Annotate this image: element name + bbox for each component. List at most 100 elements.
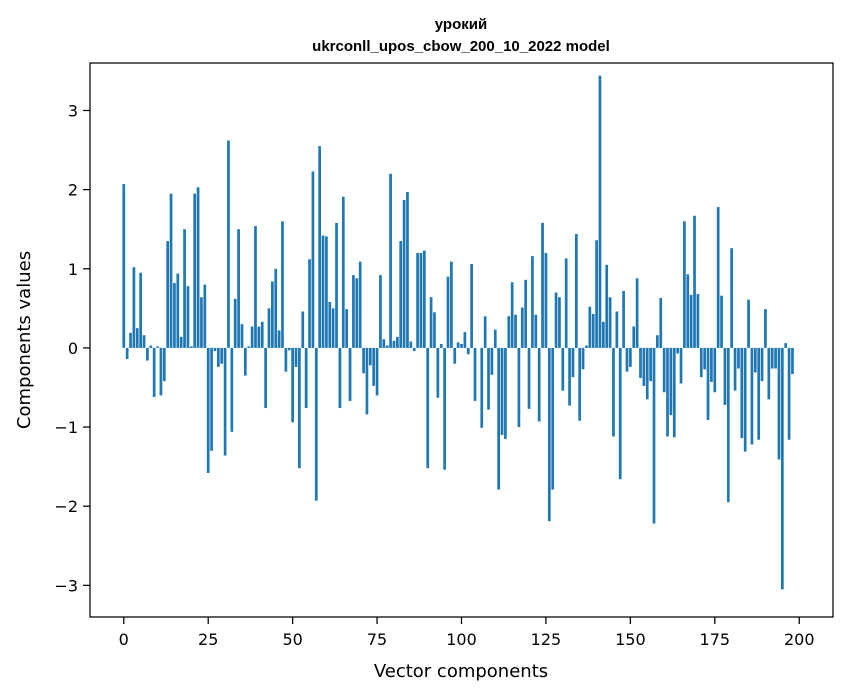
bar-component-70 xyxy=(358,261,362,348)
bar-component-117 xyxy=(517,347,521,428)
bar-component-103 xyxy=(470,264,473,348)
bar-component-4 xyxy=(135,328,139,348)
bar-component-62 xyxy=(331,308,335,348)
bar-component-93 xyxy=(436,347,440,398)
bar-component-122 xyxy=(534,314,538,348)
bar-component-141 xyxy=(598,75,602,348)
bar-component-161 xyxy=(666,347,669,437)
bar-component-101 xyxy=(463,332,467,348)
bar-component-169 xyxy=(693,215,696,348)
bar-component-140 xyxy=(595,240,598,348)
bar-component-77 xyxy=(382,339,386,348)
bar-component-197 xyxy=(787,347,791,440)
y-tick-label: 1 xyxy=(68,260,78,279)
bar-component-16 xyxy=(176,273,180,348)
bar-component-55 xyxy=(308,259,311,348)
bar-component-181 xyxy=(733,347,737,391)
bar-component-99 xyxy=(456,342,460,348)
bar-component-88 xyxy=(419,252,423,348)
bar-component-66 xyxy=(345,309,349,348)
bar-component-1 xyxy=(125,347,129,359)
bar-component-57 xyxy=(314,347,318,501)
bar-component-71 xyxy=(362,347,365,374)
bar-component-137 xyxy=(585,345,588,348)
bar-component-15 xyxy=(173,283,176,348)
bar-component-160 xyxy=(662,347,666,393)
bar-component-133 xyxy=(571,347,575,378)
bar-component-193 xyxy=(774,347,777,369)
bar-component-110 xyxy=(493,329,497,348)
bar-component-131 xyxy=(564,258,568,348)
bar-component-198 xyxy=(791,347,794,375)
bar-component-43 xyxy=(267,308,271,348)
bar-component-151 xyxy=(632,326,636,348)
bar-component-26 xyxy=(210,347,213,451)
chart-subtitle: ukrconll_upos_cbow_200_10_2022 model xyxy=(312,38,610,55)
y-tick-label: 0 xyxy=(68,339,78,358)
bar-component-187 xyxy=(753,347,757,373)
bar-component-21 xyxy=(193,193,197,348)
bar-component-33 xyxy=(233,298,237,348)
bar-component-76 xyxy=(379,275,382,348)
x-axis-ticks: 0 25 50 75 100 125 150 175 200 xyxy=(119,617,815,649)
bar-component-144 xyxy=(608,297,612,348)
bar-component-168 xyxy=(689,294,693,348)
bar-component-10 xyxy=(156,346,159,348)
bar-component-176 xyxy=(716,207,720,348)
bar-component-32 xyxy=(230,347,234,432)
bar-component-153 xyxy=(639,347,642,378)
bar-component-24 xyxy=(203,284,207,348)
x-tick-label: 50 xyxy=(282,630,302,649)
bar-component-83 xyxy=(402,199,406,348)
bar-component-157 xyxy=(652,347,656,524)
bar-component-92 xyxy=(433,312,436,348)
y-tick-label: −2 xyxy=(54,497,78,516)
bar-component-116 xyxy=(514,314,517,348)
bar-component-158 xyxy=(656,335,659,348)
bar-component-78 xyxy=(385,345,389,348)
bar-component-108 xyxy=(487,347,490,410)
bar-component-56 xyxy=(311,171,315,348)
chart-title: урокий xyxy=(435,16,487,33)
bar-component-68 xyxy=(352,275,355,348)
bar-component-82 xyxy=(399,241,403,348)
bar-component-49 xyxy=(287,347,291,351)
bar-component-189 xyxy=(760,347,764,382)
x-tick-label: 100 xyxy=(446,630,477,649)
bar-component-31 xyxy=(227,140,230,348)
bar-component-178 xyxy=(723,347,727,405)
bar-component-191 xyxy=(767,347,771,400)
bar-component-69 xyxy=(355,278,359,348)
bar-component-182 xyxy=(737,347,740,369)
bar-component-149 xyxy=(625,347,629,372)
bar-component-127 xyxy=(551,347,555,490)
x-tick-label: 0 xyxy=(119,630,129,649)
x-tick-label: 25 xyxy=(198,630,218,649)
bar-component-17 xyxy=(179,336,183,348)
bar-component-50 xyxy=(291,347,294,423)
bar-component-121 xyxy=(531,256,534,348)
bar-component-46 xyxy=(277,330,281,348)
bar-component-51 xyxy=(294,347,298,367)
bar-component-102 xyxy=(466,347,470,355)
bar-component-190 xyxy=(764,309,767,348)
y-tick-label: 3 xyxy=(68,101,78,120)
bar-component-164 xyxy=(676,347,679,354)
bar-component-20 xyxy=(189,346,193,348)
bar-component-136 xyxy=(581,347,585,370)
bar-component-166 xyxy=(683,221,686,348)
bar-component-152 xyxy=(635,278,639,348)
bar-component-134 xyxy=(574,233,578,348)
bar-component-75 xyxy=(375,347,379,396)
bar-component-74 xyxy=(372,347,376,386)
bar-component-40 xyxy=(257,326,261,348)
bar-component-97 xyxy=(450,261,453,348)
bar-component-67 xyxy=(348,347,352,401)
bar-component-170 xyxy=(696,294,700,348)
bar-component-90 xyxy=(426,347,430,469)
bar-component-27 xyxy=(213,347,217,352)
bar-component-2 xyxy=(129,332,132,348)
bar-component-84 xyxy=(406,192,409,348)
x-tick-label: 200 xyxy=(784,630,815,649)
